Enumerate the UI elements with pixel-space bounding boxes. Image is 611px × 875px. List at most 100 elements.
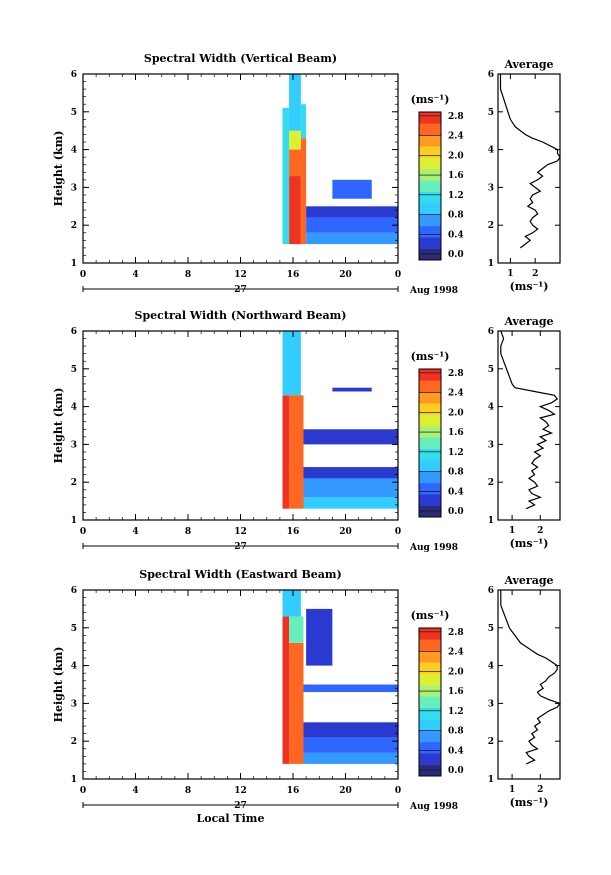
heatmap-cell [282, 395, 290, 509]
colorbar-unit-label: (ms⁻¹) [411, 93, 450, 106]
profile-y-tick-label: 3 [488, 699, 494, 709]
colorbar-unit-label: (ms⁻¹) [411, 609, 450, 622]
colorbar-tick-label: 0.4 [448, 487, 464, 497]
y-tick-label: 6 [71, 70, 77, 80]
colorbar-swatch [419, 707, 441, 720]
colorbar-swatch [419, 134, 441, 147]
x-axis-label: Local Time [197, 812, 265, 825]
colorbar-tick-label: 2.8 [448, 112, 464, 122]
y-tick-label: 4 [71, 146, 77, 156]
x-tick-label: 16 [287, 786, 300, 796]
month-label: Aug 1998 [409, 286, 458, 296]
profile-title: Average [503, 574, 553, 587]
profile-line [499, 74, 561, 249]
x-tick-label: 20 [339, 786, 352, 796]
colorbar-swatch [419, 248, 441, 261]
colorbar-swatch [419, 448, 441, 461]
profile-y-tick-label: 3 [488, 183, 494, 193]
colorbar-tick-label: 2.8 [448, 369, 464, 379]
y-axis-label: Height (km) [52, 131, 65, 207]
colorbar-swatch [419, 482, 441, 495]
colorbar-swatch [419, 225, 441, 238]
colorbar-tick-label: 0.0 [448, 507, 464, 517]
colorbar-swatch [419, 494, 441, 506]
heatmap-cell [289, 149, 301, 177]
colorbar-swatch [419, 146, 441, 158]
heatmap-cell [300, 104, 307, 139]
x-tick-label: 0 [80, 527, 86, 537]
x-tick-label: 12 [234, 270, 247, 280]
x-tick-label: 16 [287, 527, 300, 537]
x-tick-label: 8 [185, 786, 191, 796]
heatmap-cell [306, 206, 398, 218]
colorbar-swatch [419, 662, 441, 674]
colorbar: (ms⁻¹) 0.0 0.4 0.8 1.2 1.6 2.0 2.4 2.8 [411, 93, 464, 261]
x-tick-label: 0 [80, 270, 86, 280]
profile-y-tick-label: 6 [488, 586, 494, 596]
profile-frame [497, 73, 561, 264]
heatmap-cell [303, 737, 398, 753]
colorbar-swatch [419, 437, 441, 449]
profile-y-tick-label: 4 [488, 662, 494, 672]
profile-x-tick-label: 1 [509, 526, 515, 536]
heatmap-cell [306, 608, 333, 666]
panel-northward: Spectral Width (Northward Beam)0 4 8 12 16 20… [52, 309, 561, 553]
heatmap-cell [332, 387, 372, 392]
colorbar-swatch [419, 157, 441, 170]
date-label: 27 [234, 542, 247, 552]
profile-y-tick-label: 2 [488, 478, 494, 488]
heatmap-cell [289, 130, 301, 150]
profile-line [500, 590, 561, 765]
colorbar: (ms⁻¹) 0.0 0.4 0.8 1.2 1.6 2.0 2.4 2.8 [411, 350, 464, 518]
colorbar-swatch [419, 203, 441, 215]
colorbar-swatch [419, 673, 441, 686]
colorbar-tick-label: 2.4 [448, 648, 464, 658]
y-tick-label: 2 [71, 478, 77, 488]
heatmap-cell [303, 467, 398, 479]
colorbar-frame [418, 368, 442, 518]
colorbar-swatch [419, 628, 441, 640]
panel-eastward: Spectral Width (Eastward Beam)0 4 8 12 16 20 0… [52, 568, 561, 825]
colorbar-swatch [419, 719, 441, 731]
heatmap-cell [289, 616, 304, 643]
colorbar-swatch [419, 741, 441, 754]
colorbar-tick-label: 1.2 [448, 191, 464, 201]
colorbar-swatch [419, 369, 441, 381]
colorbar-tick-label: 1.2 [448, 707, 464, 717]
profile-y-tick-label: 6 [488, 327, 494, 337]
y-tick-label: 6 [71, 327, 77, 337]
colorbar-tick-label: 0.8 [448, 727, 464, 737]
heatmap-cell [282, 108, 290, 245]
heatmap-cell [282, 616, 290, 764]
heatmap-cell [300, 138, 307, 245]
colorbar-tick-label: 1.2 [448, 448, 464, 458]
y-tick-label: 3 [71, 183, 77, 193]
colorbar-tick-label: 1.6 [448, 428, 464, 438]
profile-title: Average [503, 58, 553, 71]
y-tick-label: 1 [71, 259, 77, 269]
colorbar-swatch [419, 753, 441, 765]
y-tick-label: 3 [71, 699, 77, 709]
heatmap-cell [289, 642, 304, 764]
month-label: Aug 1998 [409, 543, 458, 553]
colorbar-swatch [419, 414, 441, 427]
profile-y-tick-label: 3 [488, 440, 494, 450]
y-tick-label: 1 [71, 775, 77, 785]
y-tick-label: 4 [71, 662, 77, 672]
colorbar-tick-label: 2.4 [448, 389, 464, 399]
profile-x-label: (ms⁻¹) [510, 796, 549, 809]
heatmap-cell [332, 179, 372, 199]
x-tick-label: 12 [234, 786, 247, 796]
colorbar-swatch [419, 123, 441, 136]
profile-frame [497, 589, 561, 780]
heatmap-cell [289, 74, 301, 131]
x-tick-label: 4 [132, 786, 138, 796]
profile-title: Average [503, 315, 553, 328]
heatmap-cell [306, 217, 398, 233]
profile-y-tick-label: 1 [488, 516, 494, 526]
x-tick-label: 4 [132, 270, 138, 280]
profile-y-tick-label: 5 [488, 624, 494, 634]
colorbar-swatch [419, 639, 441, 652]
y-tick-label: 3 [71, 440, 77, 450]
